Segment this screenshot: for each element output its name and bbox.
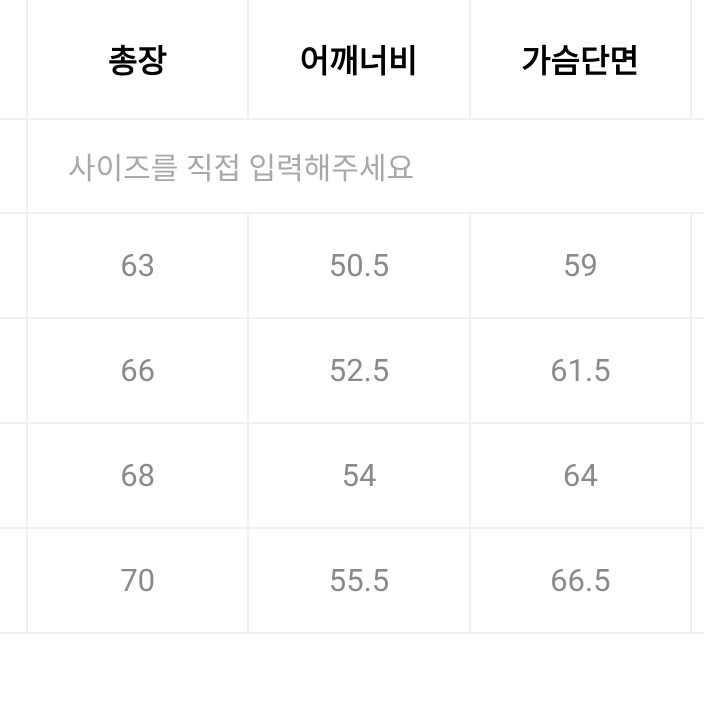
row-sliver — [692, 214, 704, 317]
table-row: 63 50.5 59 — [0, 214, 704, 319]
table-cell: 68 — [28, 424, 249, 527]
header-spacer — [0, 0, 28, 118]
table-cell: 50.5 — [249, 214, 470, 317]
table-cell: 66 — [28, 319, 249, 422]
input-spacer — [0, 120, 28, 212]
table-cell: 55.5 — [249, 529, 470, 632]
header-row: 총장 어깨너비 가슴단면 — [0, 0, 704, 120]
table-cell: 63 — [28, 214, 249, 317]
size-table: 총장 어깨너비 가슴단면 사이즈를 직접 입력해주세요 63 50.5 59 6… — [0, 0, 704, 634]
table-row: 68 54 64 — [0, 424, 704, 529]
size-input-placeholder[interactable]: 사이즈를 직접 입력해주세요 — [28, 120, 704, 212]
input-row: 사이즈를 직접 입력해주세요 — [0, 120, 704, 214]
table-cell: 70 — [28, 529, 249, 632]
row-spacer — [0, 319, 28, 422]
table-cell: 52.5 — [249, 319, 470, 422]
row-spacer — [0, 529, 28, 632]
table-cell: 64 — [471, 424, 692, 527]
table-row: 70 55.5 66.5 — [0, 529, 704, 634]
table-cell: 54 — [249, 424, 470, 527]
table-cell: 61.5 — [471, 319, 692, 422]
table-row: 66 52.5 61.5 — [0, 319, 704, 424]
column-header: 어깨너비 — [249, 0, 470, 118]
column-header: 가슴단면 — [471, 0, 692, 118]
row-spacer — [0, 424, 28, 527]
column-header: 총장 — [28, 0, 249, 118]
row-sliver — [692, 319, 704, 422]
table-cell: 59 — [471, 214, 692, 317]
row-spacer — [0, 214, 28, 317]
row-sliver — [692, 424, 704, 527]
header-sliver — [692, 0, 704, 118]
row-sliver — [692, 529, 704, 632]
table-cell: 66.5 — [471, 529, 692, 632]
